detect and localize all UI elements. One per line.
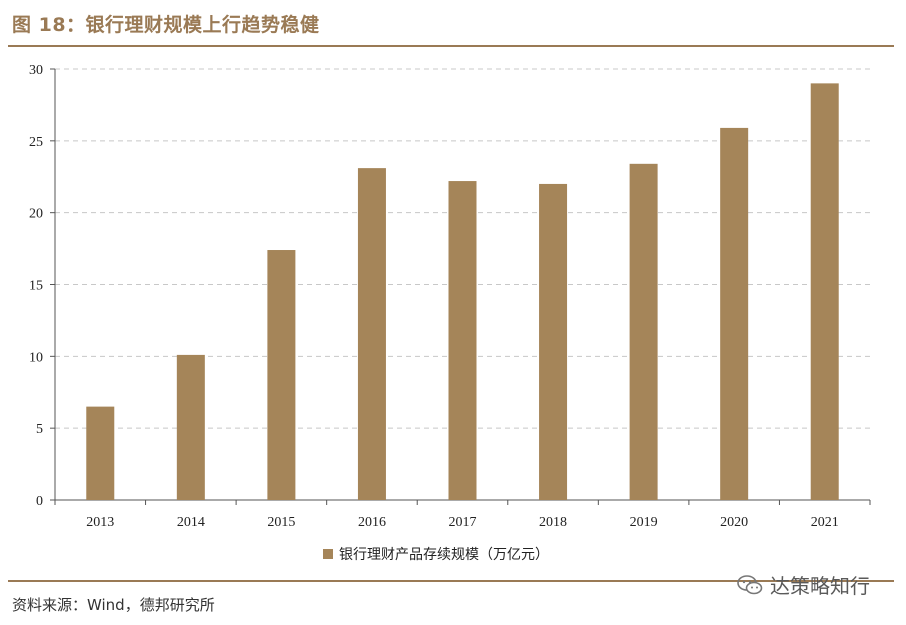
bar [720,127,749,501]
bars [86,83,839,501]
y-tick-label: 20 [29,207,43,222]
bar [539,183,568,500]
bar [86,406,115,500]
x-tick-label: 2015 [267,515,295,530]
x-tick-label: 2017 [449,515,477,530]
bar [448,181,477,500]
bar [357,168,386,500]
bar [810,83,839,500]
x-tick-label: 2019 [630,515,658,530]
bar [629,163,658,500]
x-tick-label: 2013 [86,515,114,530]
watermark-text: 达策略知行 [770,574,870,598]
y-tick-label: 25 [29,135,43,150]
x-tick-label: 2018 [539,515,567,530]
y-tick-label: 5 [36,422,43,437]
y-tick-label: 10 [29,350,43,365]
y-tick-label: 30 [29,63,43,78]
watermark: 达策略知行 [736,570,870,599]
x-tick-label: 2016 [358,515,386,530]
bar [176,354,205,500]
x-tick-label: 2014 [177,515,205,530]
wechat-icon [737,574,763,594]
legend-label: 银行理财产品存续规模（万亿元） [339,546,549,563]
x-tick-label: 2020 [720,515,748,530]
y-tick-label: 0 [36,494,43,509]
x-tick-labels: 2013 2014 2015 2016 2017 2018 2019 2020 2021 [86,515,838,530]
bottom-divider [8,580,894,582]
bar [267,250,296,500]
legend: 银行理财产品存续规模（万亿元） [323,546,549,563]
legend-swatch [323,549,333,559]
y-tick-labels: 0 5 10 15 20 25 30 [29,63,43,509]
source-note: 资料来源：Wind，德邦研究所 [12,596,215,614]
y-tick-label: 15 [29,279,43,294]
top-divider [8,45,894,47]
figure-title: 图 18：银行理财规模上行趋势稳健 [12,14,320,36]
x-tick-label: 2021 [811,515,839,530]
